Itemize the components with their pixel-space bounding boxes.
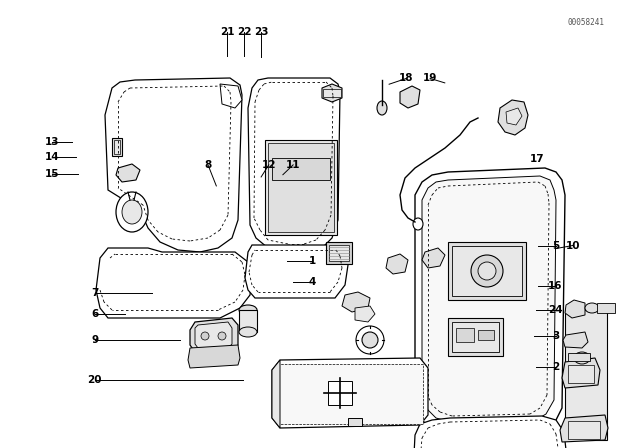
Text: 24: 24 <box>548 305 563 315</box>
Polygon shape <box>415 168 565 432</box>
Polygon shape <box>105 78 242 252</box>
Text: 6: 6 <box>91 309 99 319</box>
Text: 18: 18 <box>399 73 413 83</box>
Polygon shape <box>96 248 252 318</box>
Bar <box>565 310 607 440</box>
Polygon shape <box>116 164 140 182</box>
Polygon shape <box>422 248 445 268</box>
Text: 21: 21 <box>220 27 234 37</box>
Text: 23: 23 <box>254 27 268 37</box>
Ellipse shape <box>471 255 503 287</box>
Ellipse shape <box>276 377 288 393</box>
Bar <box>112 138 122 156</box>
Text: 9: 9 <box>91 335 99 345</box>
Ellipse shape <box>122 200 142 224</box>
Text: 8: 8 <box>204 160 212 170</box>
Bar <box>597 303 615 313</box>
Text: 14: 14 <box>45 152 60 162</box>
Bar <box>329 245 349 261</box>
Polygon shape <box>272 358 428 428</box>
Bar <box>448 242 526 300</box>
Ellipse shape <box>239 305 257 315</box>
Text: 16: 16 <box>548 281 563 291</box>
Ellipse shape <box>356 326 384 354</box>
Polygon shape <box>562 358 600 388</box>
Ellipse shape <box>239 327 257 337</box>
Ellipse shape <box>276 368 288 376</box>
Bar <box>239 310 257 332</box>
Polygon shape <box>565 300 585 318</box>
Ellipse shape <box>585 303 599 313</box>
Text: 11: 11 <box>286 160 300 170</box>
Polygon shape <box>220 84 242 108</box>
Polygon shape <box>188 345 240 368</box>
Text: 3: 3 <box>552 331 559 341</box>
Ellipse shape <box>574 352 590 364</box>
Text: 00058241: 00058241 <box>568 18 605 27</box>
Text: 19: 19 <box>423 73 437 83</box>
Ellipse shape <box>377 101 387 115</box>
Bar <box>278 372 286 386</box>
Bar <box>448 318 503 356</box>
Bar <box>277 364 423 424</box>
Bar <box>452 322 499 352</box>
Ellipse shape <box>413 218 423 230</box>
Ellipse shape <box>362 332 378 348</box>
Text: 5: 5 <box>552 241 559 250</box>
Bar <box>268 143 334 232</box>
Polygon shape <box>190 318 238 352</box>
Bar <box>326 242 352 264</box>
Polygon shape <box>195 322 232 348</box>
Polygon shape <box>248 78 340 252</box>
Text: 22: 22 <box>237 27 252 37</box>
Bar <box>323 89 341 97</box>
Text: 17: 17 <box>531 154 545 164</box>
Bar <box>452 246 522 296</box>
Ellipse shape <box>201 332 209 340</box>
Bar <box>265 140 337 235</box>
Bar <box>456 328 474 342</box>
Bar <box>348 418 362 426</box>
Polygon shape <box>355 306 375 322</box>
Polygon shape <box>414 416 566 448</box>
Text: 1: 1 <box>308 256 316 266</box>
Polygon shape <box>322 84 342 102</box>
Polygon shape <box>342 292 370 312</box>
Ellipse shape <box>218 332 226 340</box>
Polygon shape <box>400 86 420 108</box>
Polygon shape <box>245 245 348 298</box>
Bar <box>114 140 120 154</box>
Polygon shape <box>560 415 608 442</box>
Text: 15: 15 <box>45 169 60 179</box>
Polygon shape <box>498 100 528 135</box>
Polygon shape <box>272 360 280 428</box>
Bar <box>328 381 352 405</box>
Text: 20: 20 <box>88 375 102 385</box>
Text: 2: 2 <box>552 362 559 372</box>
Text: 13: 13 <box>45 138 60 147</box>
Bar <box>568 421 600 439</box>
Ellipse shape <box>478 262 496 280</box>
Bar <box>568 365 594 383</box>
Bar <box>272 158 330 180</box>
Polygon shape <box>563 332 588 348</box>
Bar <box>568 353 590 361</box>
Bar <box>478 330 494 340</box>
Text: 7: 7 <box>91 289 99 298</box>
Text: 10: 10 <box>566 241 580 250</box>
Polygon shape <box>422 176 556 422</box>
Polygon shape <box>386 254 408 274</box>
Text: 4: 4 <box>308 277 316 287</box>
Polygon shape <box>506 108 522 125</box>
Ellipse shape <box>116 192 148 232</box>
Text: 12: 12 <box>262 160 276 170</box>
